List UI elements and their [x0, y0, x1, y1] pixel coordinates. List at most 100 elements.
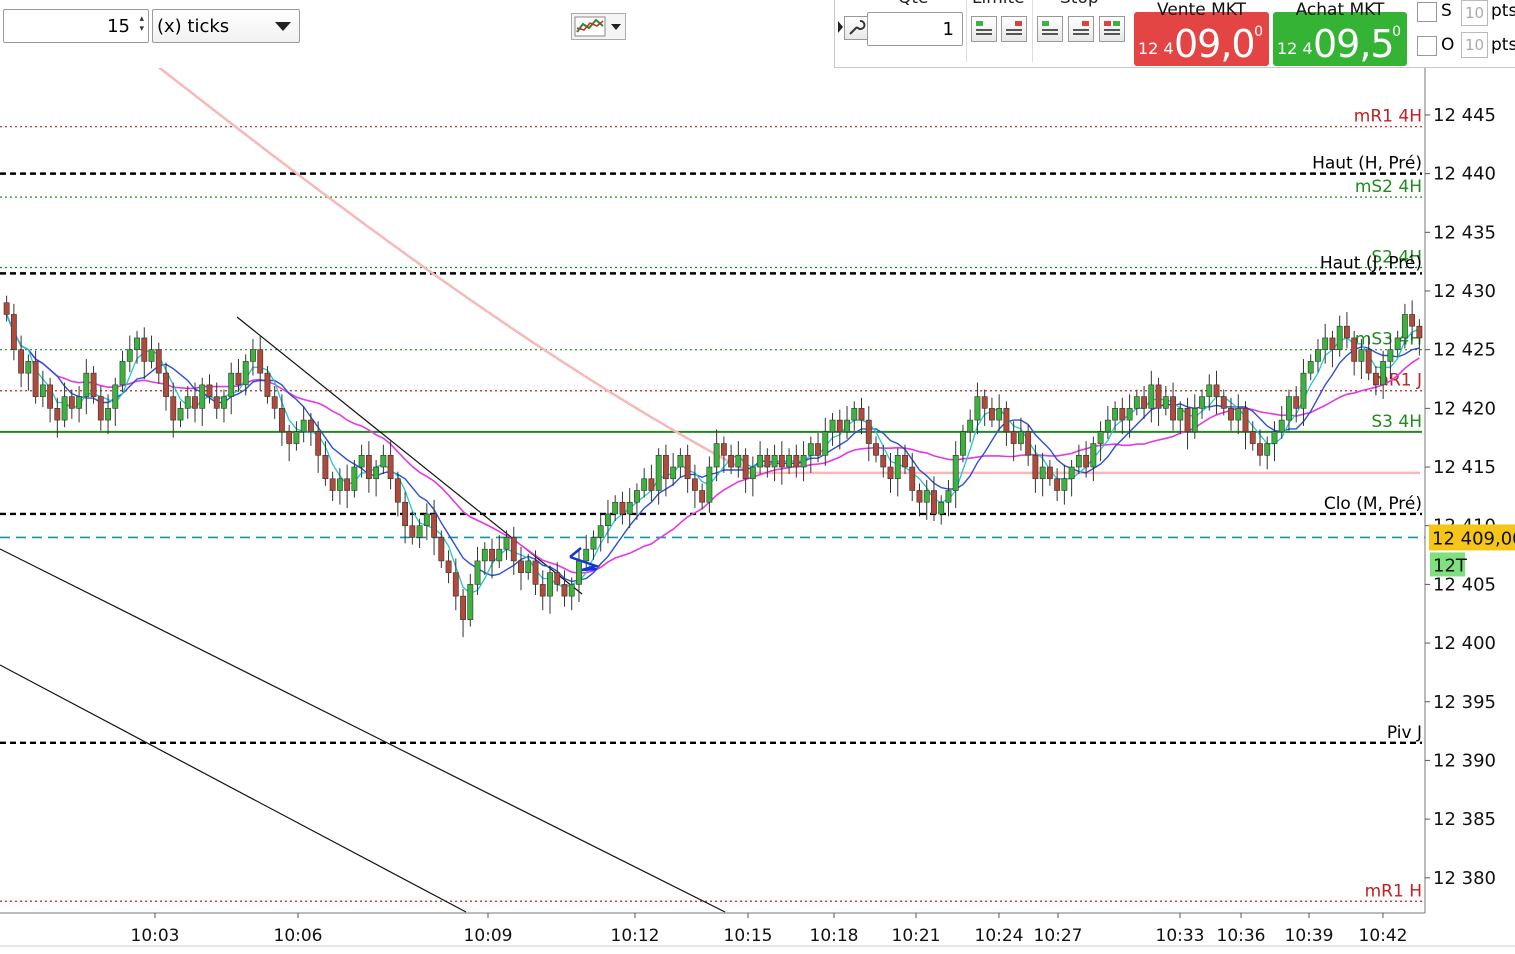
- candle: [525, 560, 532, 573]
- stop-options-icon[interactable]: [1099, 16, 1125, 42]
- candle: [416, 525, 423, 538]
- sell-market-button[interactable]: Vente MKT 12 4 09,0 0: [1134, 0, 1269, 66]
- buy-market-button[interactable]: Achat MKT 12 4 09,5 0: [1273, 0, 1407, 66]
- candle: [1315, 349, 1321, 362]
- candle: [1075, 454, 1082, 468]
- candle: [945, 490, 952, 503]
- y-tick-label: 12 395: [1433, 692, 1496, 713]
- candle: [909, 466, 916, 491]
- candle: [1249, 431, 1256, 444]
- candle: [322, 454, 329, 480]
- candle: [902, 454, 908, 468]
- candle: [329, 478, 336, 491]
- x-tick-label: 10:36: [1217, 926, 1266, 946]
- candle: [387, 454, 394, 480]
- toolbar: 15 ▴▾ (x) ticks Qté 1 Limite Stop: [0, 0, 1515, 68]
- y-tick-label: 12 440: [1433, 164, 1496, 185]
- candle: [713, 443, 720, 468]
- y-tick-label: 12 380: [1433, 868, 1496, 889]
- buy-price-main: 09,5: [1313, 22, 1395, 66]
- candle: [351, 466, 358, 491]
- candle: [192, 396, 198, 409]
- candle: [489, 548, 495, 562]
- moving-average-mid: [5, 314, 1420, 583]
- candle: [1394, 337, 1401, 350]
- stop-loss-pts-label: pts: [1491, 1, 1515, 21]
- candle: [662, 454, 669, 480]
- x-tick-label: 10:09: [464, 926, 513, 946]
- sell-price-main: 09,0: [1174, 22, 1256, 66]
- candle: [1046, 466, 1053, 480]
- candle: [213, 396, 220, 409]
- candle: [438, 537, 445, 562]
- candle: [597, 525, 604, 538]
- candle: [221, 396, 227, 409]
- trendlines-layer: [0, 316, 726, 913]
- stop-buy-icon[interactable]: [1037, 16, 1063, 42]
- buy-price-sup: 0: [1392, 24, 1401, 40]
- level-label: mR1 4H: [1354, 107, 1422, 127]
- qty-label: Qté: [898, 0, 929, 8]
- candle: [503, 537, 510, 550]
- candle: [1010, 431, 1017, 444]
- objective-pts-label: pts: [1491, 35, 1515, 55]
- candle: [1322, 337, 1329, 350]
- candle: [1380, 361, 1387, 386]
- candle: [952, 454, 959, 491]
- stop-loss-points-input[interactable]: 10: [1461, 0, 1488, 26]
- quantity-input[interactable]: 1: [867, 12, 963, 46]
- y-tick-label: 12 405: [1433, 574, 1496, 595]
- candle: [561, 584, 568, 597]
- candle: [554, 572, 561, 585]
- level-label: Haut (J, Pré): [1320, 253, 1422, 273]
- candle: [757, 454, 764, 468]
- wrench-icon[interactable]: [844, 16, 868, 40]
- candle: [1257, 443, 1263, 456]
- candle: [496, 548, 503, 562]
- y-tick-label: 12 385: [1433, 809, 1496, 830]
- candle: [974, 396, 981, 421]
- y-tick-label: 12 425: [1433, 340, 1496, 361]
- candle: [851, 408, 858, 421]
- candle: [300, 419, 307, 433]
- ticks-count-value: 15: [107, 16, 130, 37]
- panel-collapse-icon[interactable]: [837, 20, 845, 34]
- spinner-arrows-icon[interactable]: ▴ ▾: [139, 14, 144, 34]
- candle: [583, 548, 590, 562]
- ticks-count-input[interactable]: 15 ▴ ▾: [3, 9, 149, 43]
- limit-sell-icon[interactable]: [1001, 16, 1027, 42]
- chart-type-icon: [574, 16, 621, 37]
- candle: [83, 372, 90, 397]
- candle: [1104, 419, 1111, 433]
- stop-sell-icon[interactable]: [1068, 16, 1094, 42]
- current-price-tag-label: 12 409,00: [1432, 528, 1515, 549]
- candle: [271, 396, 278, 409]
- candle: [199, 384, 206, 409]
- candle: [474, 560, 481, 585]
- candle: [1286, 396, 1292, 421]
- candle: [996, 408, 1003, 421]
- candle: [1177, 408, 1184, 421]
- candle: [518, 560, 524, 573]
- candle: [279, 408, 285, 433]
- ticks-unit-value: (x) ticks: [157, 16, 230, 37]
- chevron-down-icon[interactable]: [275, 22, 291, 31]
- ticks-unit-select[interactable]: (x) ticks: [152, 9, 300, 43]
- candle: [844, 419, 850, 433]
- objective-checkbox[interactable]: [1417, 36, 1437, 56]
- candle: [286, 431, 293, 444]
- candle: [786, 454, 792, 468]
- chart-type-button[interactable]: [571, 13, 626, 40]
- annotation-layer: [569, 547, 601, 572]
- level-label: Haut (H, Pré): [1312, 154, 1422, 174]
- candle: [829, 419, 836, 433]
- objective-points-input[interactable]: 10: [1461, 32, 1488, 58]
- x-tick-label: 10:27: [1034, 926, 1083, 946]
- limit-buy-icon[interactable]: [971, 16, 997, 42]
- stop-loss-checkbox[interactable]: [1417, 2, 1437, 22]
- candle: [576, 560, 582, 585]
- candle: [1228, 408, 1234, 421]
- candle: [1300, 372, 1307, 409]
- candle: [431, 513, 437, 538]
